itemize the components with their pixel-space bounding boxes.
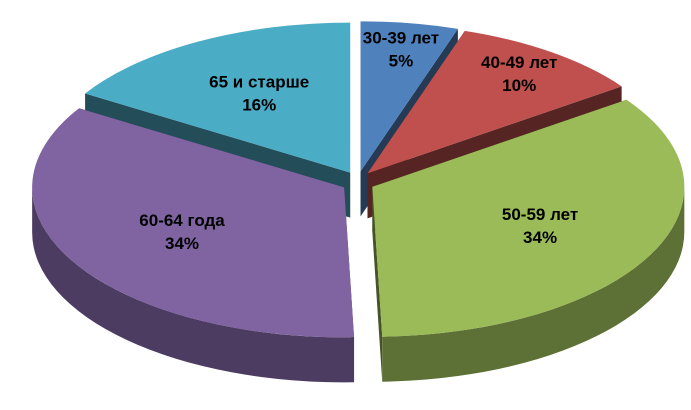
slice bbox=[32, 108, 355, 338]
slice bbox=[360, 21, 458, 172]
slice bbox=[372, 99, 685, 337]
slice-side bbox=[372, 186, 383, 382]
slice-value-label: 5% bbox=[389, 51, 414, 70]
slice-label: 50-59 лет bbox=[502, 205, 578, 224]
slice-wall bbox=[32, 187, 355, 383]
slice-label: 30-39 лет bbox=[363, 28, 439, 47]
slice bbox=[85, 22, 351, 173]
slice-label: 65 и старше bbox=[209, 72, 309, 91]
slice bbox=[367, 30, 622, 174]
slice-label: 40-49 лет bbox=[481, 53, 557, 72]
slice-value-label: 34% bbox=[165, 234, 199, 253]
slice-value-label: 34% bbox=[523, 228, 557, 247]
slice-value-label: 16% bbox=[242, 95, 276, 114]
slice-label: 60-64 года bbox=[139, 211, 225, 230]
slice-wall bbox=[382, 186, 685, 382]
slice-value-label: 10% bbox=[502, 76, 536, 95]
